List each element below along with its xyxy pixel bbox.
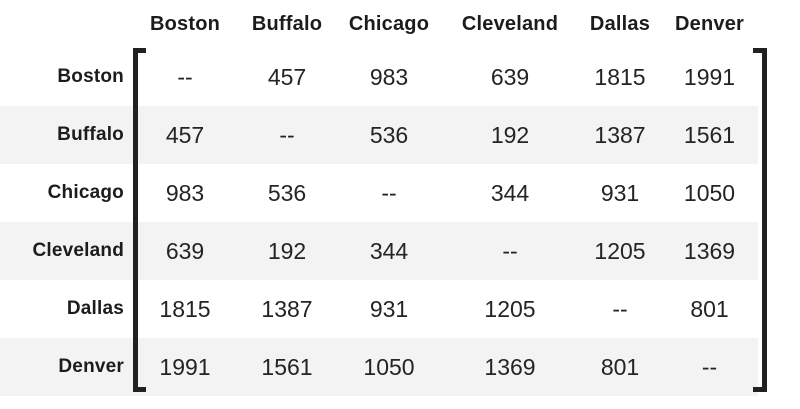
table-row-chicago: Chicago 983 536 -- 344 931 1050 bbox=[0, 164, 758, 222]
row-label-chicago: Chicago bbox=[47, 182, 124, 203]
cell-chicago-buffalo: 536 bbox=[267, 179, 307, 206]
cell-boston-dallas: 1815 bbox=[594, 63, 646, 90]
cell-chicago-chicago: -- bbox=[381, 179, 397, 206]
cell-buffalo-cleveland: 192 bbox=[490, 121, 530, 148]
cell-dallas-cleveland: 1205 bbox=[484, 295, 536, 322]
cell-cleveland-cleveland: -- bbox=[502, 237, 518, 264]
matrix-table: Boston Buffalo Chicago Cleveland Dallas … bbox=[0, 0, 758, 396]
cell-cleveland-buffalo: 192 bbox=[267, 237, 307, 264]
table-row-cleveland: Cleveland 639 192 344 -- 1205 1369 bbox=[0, 222, 758, 280]
column-header-cleveland: Cleveland bbox=[461, 12, 559, 35]
cell-chicago-dallas: 931 bbox=[600, 179, 640, 206]
cell-cleveland-dallas: 1205 bbox=[594, 237, 646, 264]
cell-cleveland-boston: 639 bbox=[165, 237, 205, 264]
column-header-buffalo: Buffalo bbox=[251, 12, 323, 35]
cell-denver-dallas: 801 bbox=[600, 353, 640, 380]
cell-cleveland-chicago: 344 bbox=[369, 237, 409, 264]
row-label-denver: Denver bbox=[58, 356, 124, 377]
header-row: Boston Buffalo Chicago Cleveland Dallas … bbox=[0, 0, 758, 48]
column-header-dallas: Dallas bbox=[589, 12, 651, 35]
column-header-chicago: Chicago bbox=[348, 12, 430, 35]
cell-chicago-denver: 1050 bbox=[683, 179, 736, 206]
column-header-denver: Denver bbox=[674, 12, 744, 35]
cell-chicago-boston: 983 bbox=[165, 179, 205, 206]
cell-buffalo-buffalo: -- bbox=[279, 121, 295, 148]
cell-dallas-boston: 1815 bbox=[159, 295, 211, 322]
table-row-denver: Denver 1991 1561 1050 1369 801 -- bbox=[0, 338, 758, 396]
cell-boston-chicago: 983 bbox=[369, 63, 409, 90]
row-label-boston: Boston bbox=[57, 66, 124, 87]
matrix-right-bracket bbox=[753, 48, 767, 392]
cell-boston-buffalo: 457 bbox=[267, 63, 307, 90]
cell-denver-buffalo: 1561 bbox=[261, 353, 313, 380]
matrix-left-bracket bbox=[133, 48, 146, 392]
cell-denver-cleveland: 1369 bbox=[484, 353, 536, 380]
table-row-boston: Boston -- 457 983 639 1815 1991 bbox=[0, 48, 758, 106]
row-label-cleveland: Cleveland bbox=[32, 240, 124, 261]
row-label-buffalo: Buffalo bbox=[57, 124, 124, 145]
cell-boston-boston: -- bbox=[177, 63, 193, 90]
column-header-boston: Boston bbox=[149, 12, 221, 35]
row-label-dallas: Dallas bbox=[66, 298, 124, 319]
cell-denver-chicago: 1050 bbox=[363, 353, 415, 380]
cell-boston-cleveland: 639 bbox=[490, 63, 530, 90]
cell-buffalo-denver: 1561 bbox=[683, 121, 736, 148]
table-row-buffalo: Buffalo 457 -- 536 192 1387 1561 bbox=[0, 106, 758, 164]
cell-dallas-dallas: -- bbox=[612, 295, 628, 322]
cell-cleveland-denver: 1369 bbox=[683, 237, 736, 264]
cell-denver-boston: 1991 bbox=[159, 353, 211, 380]
table-row-dallas: Dallas 1815 1387 931 1205 -- 801 bbox=[0, 280, 758, 338]
cell-dallas-buffalo: 1387 bbox=[261, 295, 313, 322]
cell-buffalo-chicago: 536 bbox=[369, 121, 409, 148]
cell-dallas-denver: 801 bbox=[690, 295, 729, 322]
cell-buffalo-dallas: 1387 bbox=[594, 121, 646, 148]
cell-chicago-cleveland: 344 bbox=[490, 179, 530, 206]
cell-buffalo-boston: 457 bbox=[165, 121, 205, 148]
cell-boston-denver: 1991 bbox=[683, 63, 736, 90]
cell-dallas-chicago: 931 bbox=[369, 295, 409, 322]
cell-denver-denver: -- bbox=[701, 353, 718, 380]
